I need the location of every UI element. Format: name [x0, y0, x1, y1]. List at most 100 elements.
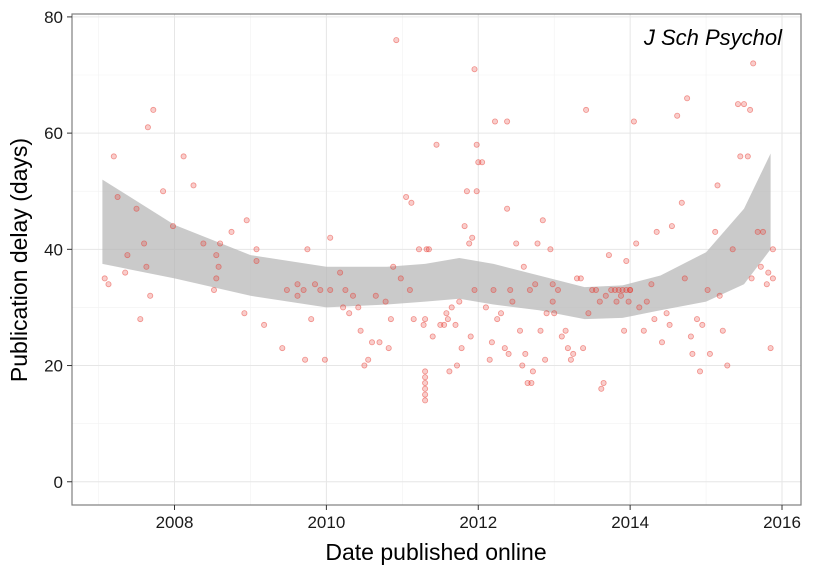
- data-point: [124, 252, 131, 259]
- data-point: [494, 316, 501, 323]
- data-point: [558, 333, 565, 340]
- data-point: [501, 345, 508, 352]
- plot-border: [71, 13, 802, 506]
- data-point: [769, 246, 776, 253]
- data-point: [144, 124, 151, 131]
- data-point: [279, 345, 286, 352]
- data-point: [666, 321, 673, 328]
- data-point: [532, 281, 539, 288]
- data-point: [300, 286, 307, 293]
- data-point: [551, 310, 558, 317]
- data-point: [122, 269, 129, 276]
- data-point: [253, 246, 260, 253]
- y-tick-label: 60: [44, 124, 63, 143]
- data-point: [488, 339, 495, 346]
- data-point: [228, 228, 235, 235]
- data-point: [699, 321, 706, 328]
- data-point: [735, 101, 742, 108]
- data-point: [618, 292, 625, 299]
- data-point: [585, 310, 592, 317]
- data-point: [397, 275, 404, 282]
- data-point: [704, 286, 711, 293]
- data-point: [393, 37, 400, 44]
- data-point: [482, 304, 489, 311]
- data-point: [210, 286, 217, 293]
- data-point: [668, 223, 675, 230]
- data-point: [308, 316, 315, 323]
- data-point: [302, 356, 309, 363]
- data-point: [598, 385, 605, 392]
- data-point: [410, 316, 417, 323]
- data-point: [422, 316, 429, 323]
- data-point: [425, 246, 432, 253]
- data-point: [497, 310, 504, 317]
- data-point: [513, 240, 520, 247]
- data-point: [150, 106, 157, 113]
- data-point: [463, 188, 470, 195]
- data-point: [605, 252, 612, 259]
- data-point: [406, 286, 413, 293]
- data-point: [453, 362, 460, 369]
- data-point: [422, 379, 429, 386]
- data-point: [633, 240, 640, 247]
- data-point: [651, 316, 658, 323]
- data-point: [458, 345, 465, 352]
- data-point: [422, 374, 429, 381]
- x-tick-label: 2014: [611, 513, 649, 532]
- x-tick-label: 2016: [763, 513, 801, 532]
- data-point: [422, 391, 429, 398]
- data-point: [422, 385, 429, 392]
- data-point: [137, 316, 144, 323]
- data-point: [190, 182, 197, 189]
- data-point: [583, 106, 590, 113]
- data-point: [760, 228, 767, 235]
- data-point: [505, 350, 512, 357]
- data-point: [593, 286, 600, 293]
- data-point: [420, 321, 427, 328]
- data-point: [747, 106, 754, 113]
- data-point: [346, 310, 353, 317]
- data-point: [469, 234, 476, 241]
- data-point: [114, 193, 121, 200]
- data-point: [355, 304, 362, 311]
- data-point: [636, 304, 643, 311]
- data-point: [491, 118, 498, 125]
- data-point: [767, 345, 774, 352]
- data-point: [141, 240, 148, 247]
- data-point: [471, 286, 478, 293]
- data-point: [217, 240, 224, 247]
- data-point: [466, 240, 473, 247]
- data-point: [415, 246, 422, 253]
- data-point: [522, 350, 529, 357]
- data-point: [689, 350, 696, 357]
- data-point: [422, 397, 429, 404]
- data-point: [537, 327, 544, 334]
- data-point: [215, 263, 222, 270]
- data-point: [387, 316, 394, 323]
- data-point: [663, 310, 670, 317]
- data-point: [382, 298, 389, 305]
- data-point: [542, 356, 549, 363]
- data-point: [509, 298, 516, 305]
- y-tick-label: 80: [44, 8, 63, 27]
- data-point: [390, 263, 397, 270]
- data-point: [349, 292, 356, 299]
- data-point: [433, 141, 440, 148]
- data-point: [486, 356, 493, 363]
- data-point: [443, 310, 450, 317]
- data-point: [653, 228, 660, 235]
- data-point: [283, 286, 290, 293]
- data-point: [342, 286, 349, 293]
- data-point: [769, 275, 776, 282]
- data-point: [479, 159, 486, 166]
- data-point: [543, 310, 550, 317]
- data-point: [317, 286, 324, 293]
- chart-annotation: J Sch Psychol: [643, 25, 783, 50]
- data-point: [429, 333, 436, 340]
- data-point: [340, 304, 347, 311]
- data-point: [549, 281, 556, 288]
- data-point: [729, 246, 736, 253]
- data-point: [180, 153, 187, 160]
- data-point: [697, 368, 704, 375]
- data-point: [549, 298, 556, 305]
